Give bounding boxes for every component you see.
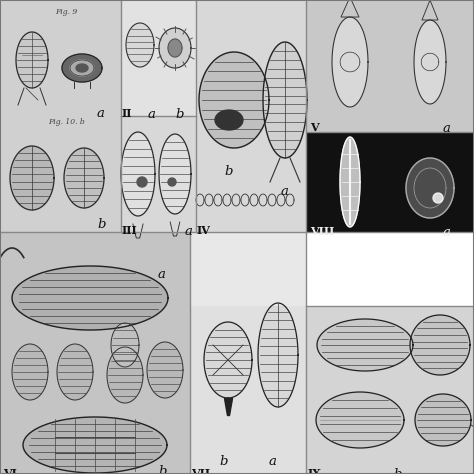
Polygon shape [159,134,191,214]
Text: b: b [158,465,166,474]
Polygon shape [12,266,168,330]
Polygon shape [70,60,94,76]
Polygon shape [316,392,404,448]
Bar [190,232,306,474]
Polygon shape [23,417,167,473]
Text: a: a [443,226,451,239]
Polygon shape [16,32,48,88]
Text: Fig. 9: Fig. 9 [55,8,77,16]
Polygon shape [147,342,183,398]
Polygon shape [199,52,269,148]
Polygon shape [76,64,88,72]
Text: IV: IV [197,225,211,236]
Polygon shape [332,17,368,107]
Text: b: b [393,468,401,474]
Polygon shape [263,42,307,158]
Text: II: II [122,108,133,119]
Polygon shape [415,394,471,446]
Polygon shape [107,347,143,403]
Text: a: a [97,107,105,120]
Polygon shape [62,54,102,82]
Text: a: a [185,225,193,238]
Text: a: a [269,455,277,468]
Bar [0,232,190,474]
Polygon shape [10,146,54,210]
Polygon shape [317,319,413,371]
Bar [0,0,121,232]
Text: a: a [281,185,289,198]
Bar [121,116,196,232]
Polygon shape [340,137,360,227]
Polygon shape [414,20,446,104]
Polygon shape [406,158,454,218]
Polygon shape [258,303,298,407]
Polygon shape [137,177,147,187]
Text: VII: VII [191,468,210,474]
Bar [121,0,196,116]
Bar [306,132,474,232]
Polygon shape [410,315,470,375]
Text: a: a [158,268,166,281]
Polygon shape [168,39,182,57]
Text: a: a [443,122,451,135]
Bar [306,0,474,132]
Polygon shape [215,110,243,130]
Text: IX: IX [308,468,322,474]
Text: b: b [219,455,228,468]
Polygon shape [121,132,155,216]
Text: b: b [175,108,183,121]
Text: b: b [97,218,106,231]
Polygon shape [126,23,154,67]
Text: III: III [122,225,138,236]
Bar [306,306,474,474]
Text: VIII: VIII [310,226,334,237]
Text: VI: VI [3,468,17,474]
Polygon shape [204,322,252,398]
Text: V: V [310,122,319,133]
Polygon shape [57,344,93,400]
Text: Fig. 10. b: Fig. 10. b [48,118,85,126]
Polygon shape [12,344,48,400]
Text: a: a [148,108,156,121]
Polygon shape [111,323,139,367]
Polygon shape [168,178,176,186]
Polygon shape [433,193,443,203]
Bar [196,0,306,232]
Polygon shape [64,148,104,208]
Text: b: b [224,165,233,178]
Polygon shape [159,28,191,68]
Bar [190,232,306,306]
